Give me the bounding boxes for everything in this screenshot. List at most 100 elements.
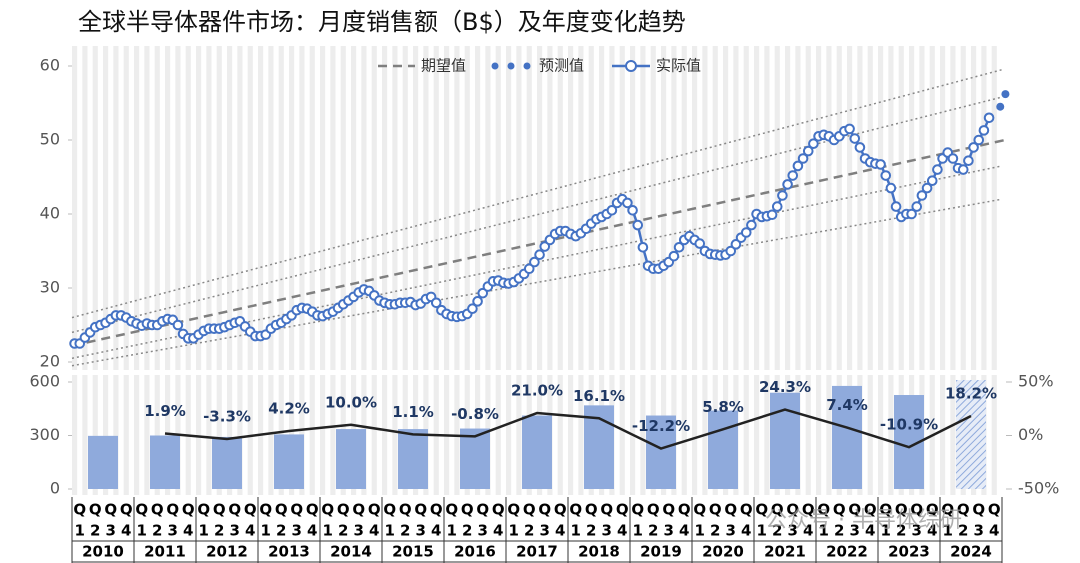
actual-point (849, 133, 861, 144)
quarter-prefix: Q (678, 501, 691, 519)
stripe (950, 46, 956, 370)
actual-point (766, 209, 778, 221)
data-label: -10.9% (880, 416, 938, 434)
stripe (103, 375, 109, 495)
stripe (351, 46, 357, 370)
bar (956, 380, 986, 489)
quarter-label: 1 (447, 522, 457, 540)
x-tick-label: 2016 (454, 543, 496, 561)
quarter-label: 4 (493, 522, 503, 540)
quarter-label: 3 (788, 522, 798, 540)
legend-label: 实际值 (656, 57, 701, 75)
quarter-prefix: Q (786, 501, 799, 519)
actual-point (725, 245, 737, 257)
stripe (134, 375, 140, 495)
stripe (361, 46, 367, 370)
stripe (392, 375, 398, 495)
stripe (402, 46, 408, 370)
stripe (227, 375, 233, 495)
stripe (320, 46, 326, 370)
stripe (113, 46, 119, 370)
stripe (309, 46, 315, 370)
stripe (506, 375, 512, 495)
quarter-prefix: Q (507, 501, 520, 519)
quarter-prefix: Q (833, 501, 846, 519)
quarter-label: 3 (230, 522, 240, 540)
actual-point (797, 153, 809, 164)
data-label: 4.2% (268, 400, 310, 418)
quarter-label: 3 (168, 522, 178, 540)
x-tick-label: 2013 (268, 543, 310, 561)
actual-point (932, 164, 943, 175)
actual-point (906, 208, 917, 220)
band-line (71, 165, 1003, 360)
stripe (681, 375, 687, 495)
quarter-label: 3 (354, 522, 364, 540)
quarter-prefix: Q (228, 501, 241, 519)
bar (212, 436, 242, 489)
quarter-prefix: Q (120, 501, 133, 519)
actual-point (622, 197, 633, 209)
data-label: -3.3% (203, 408, 251, 426)
data-label: 5.8% (702, 398, 744, 416)
stripe (754, 46, 760, 370)
bar (398, 429, 428, 489)
quarter-label: 3 (292, 522, 302, 540)
stripe (165, 375, 171, 495)
stripe (144, 375, 150, 495)
quarter-prefix: Q (151, 501, 164, 519)
trend-line (71, 138, 1006, 347)
stripe (72, 46, 78, 370)
actual-point (777, 190, 788, 201)
actual-point (978, 125, 990, 136)
stripe (743, 46, 749, 370)
actual-point (968, 142, 979, 153)
stripe (216, 375, 222, 495)
quarter-prefix: Q (631, 501, 644, 519)
stripe (506, 46, 512, 370)
stripe (537, 46, 543, 370)
stripe (113, 375, 119, 495)
x-tick-label: 2023 (888, 543, 930, 561)
quarter-prefix: Q (275, 501, 288, 519)
stripe (764, 46, 770, 370)
quarter-prefix: Q (895, 501, 908, 519)
stripe (330, 375, 336, 495)
quarter-label: 2 (90, 522, 100, 540)
quarter-label: 2 (834, 522, 844, 540)
data-label: -12.2% (632, 417, 690, 435)
quarter-prefix: Q (383, 501, 396, 519)
stripe (743, 375, 749, 495)
x-tick-label: 2011 (144, 543, 186, 561)
actual-point (926, 175, 938, 186)
actual-point (802, 145, 814, 157)
quarter-prefix: Q (182, 501, 195, 519)
stripe (929, 46, 935, 370)
stripe (371, 46, 377, 370)
quarter-prefix: Q (197, 501, 210, 519)
stripe (175, 46, 181, 370)
stripe (991, 375, 997, 495)
stripe (464, 46, 470, 370)
stripe (826, 46, 832, 370)
stripe (619, 375, 625, 495)
quarter-label: 4 (307, 522, 317, 540)
stripe (578, 46, 584, 370)
stripe (888, 375, 894, 495)
actual-point (983, 112, 995, 124)
stripe (888, 46, 894, 370)
stripe (495, 46, 501, 370)
stripe (516, 375, 522, 495)
quarter-label: 2 (896, 522, 906, 540)
stripe (702, 46, 708, 370)
quarter-label: 2 (462, 522, 472, 540)
quarter-prefix: Q (523, 501, 536, 519)
watermark: 公众号 · 半导体综研 (765, 508, 962, 533)
stripe (330, 46, 336, 370)
stripe (227, 46, 233, 370)
quarter-prefix: Q (616, 501, 629, 519)
stripe (134, 46, 140, 370)
stripe (526, 46, 532, 370)
stripe (568, 46, 574, 370)
stripe (640, 375, 646, 495)
